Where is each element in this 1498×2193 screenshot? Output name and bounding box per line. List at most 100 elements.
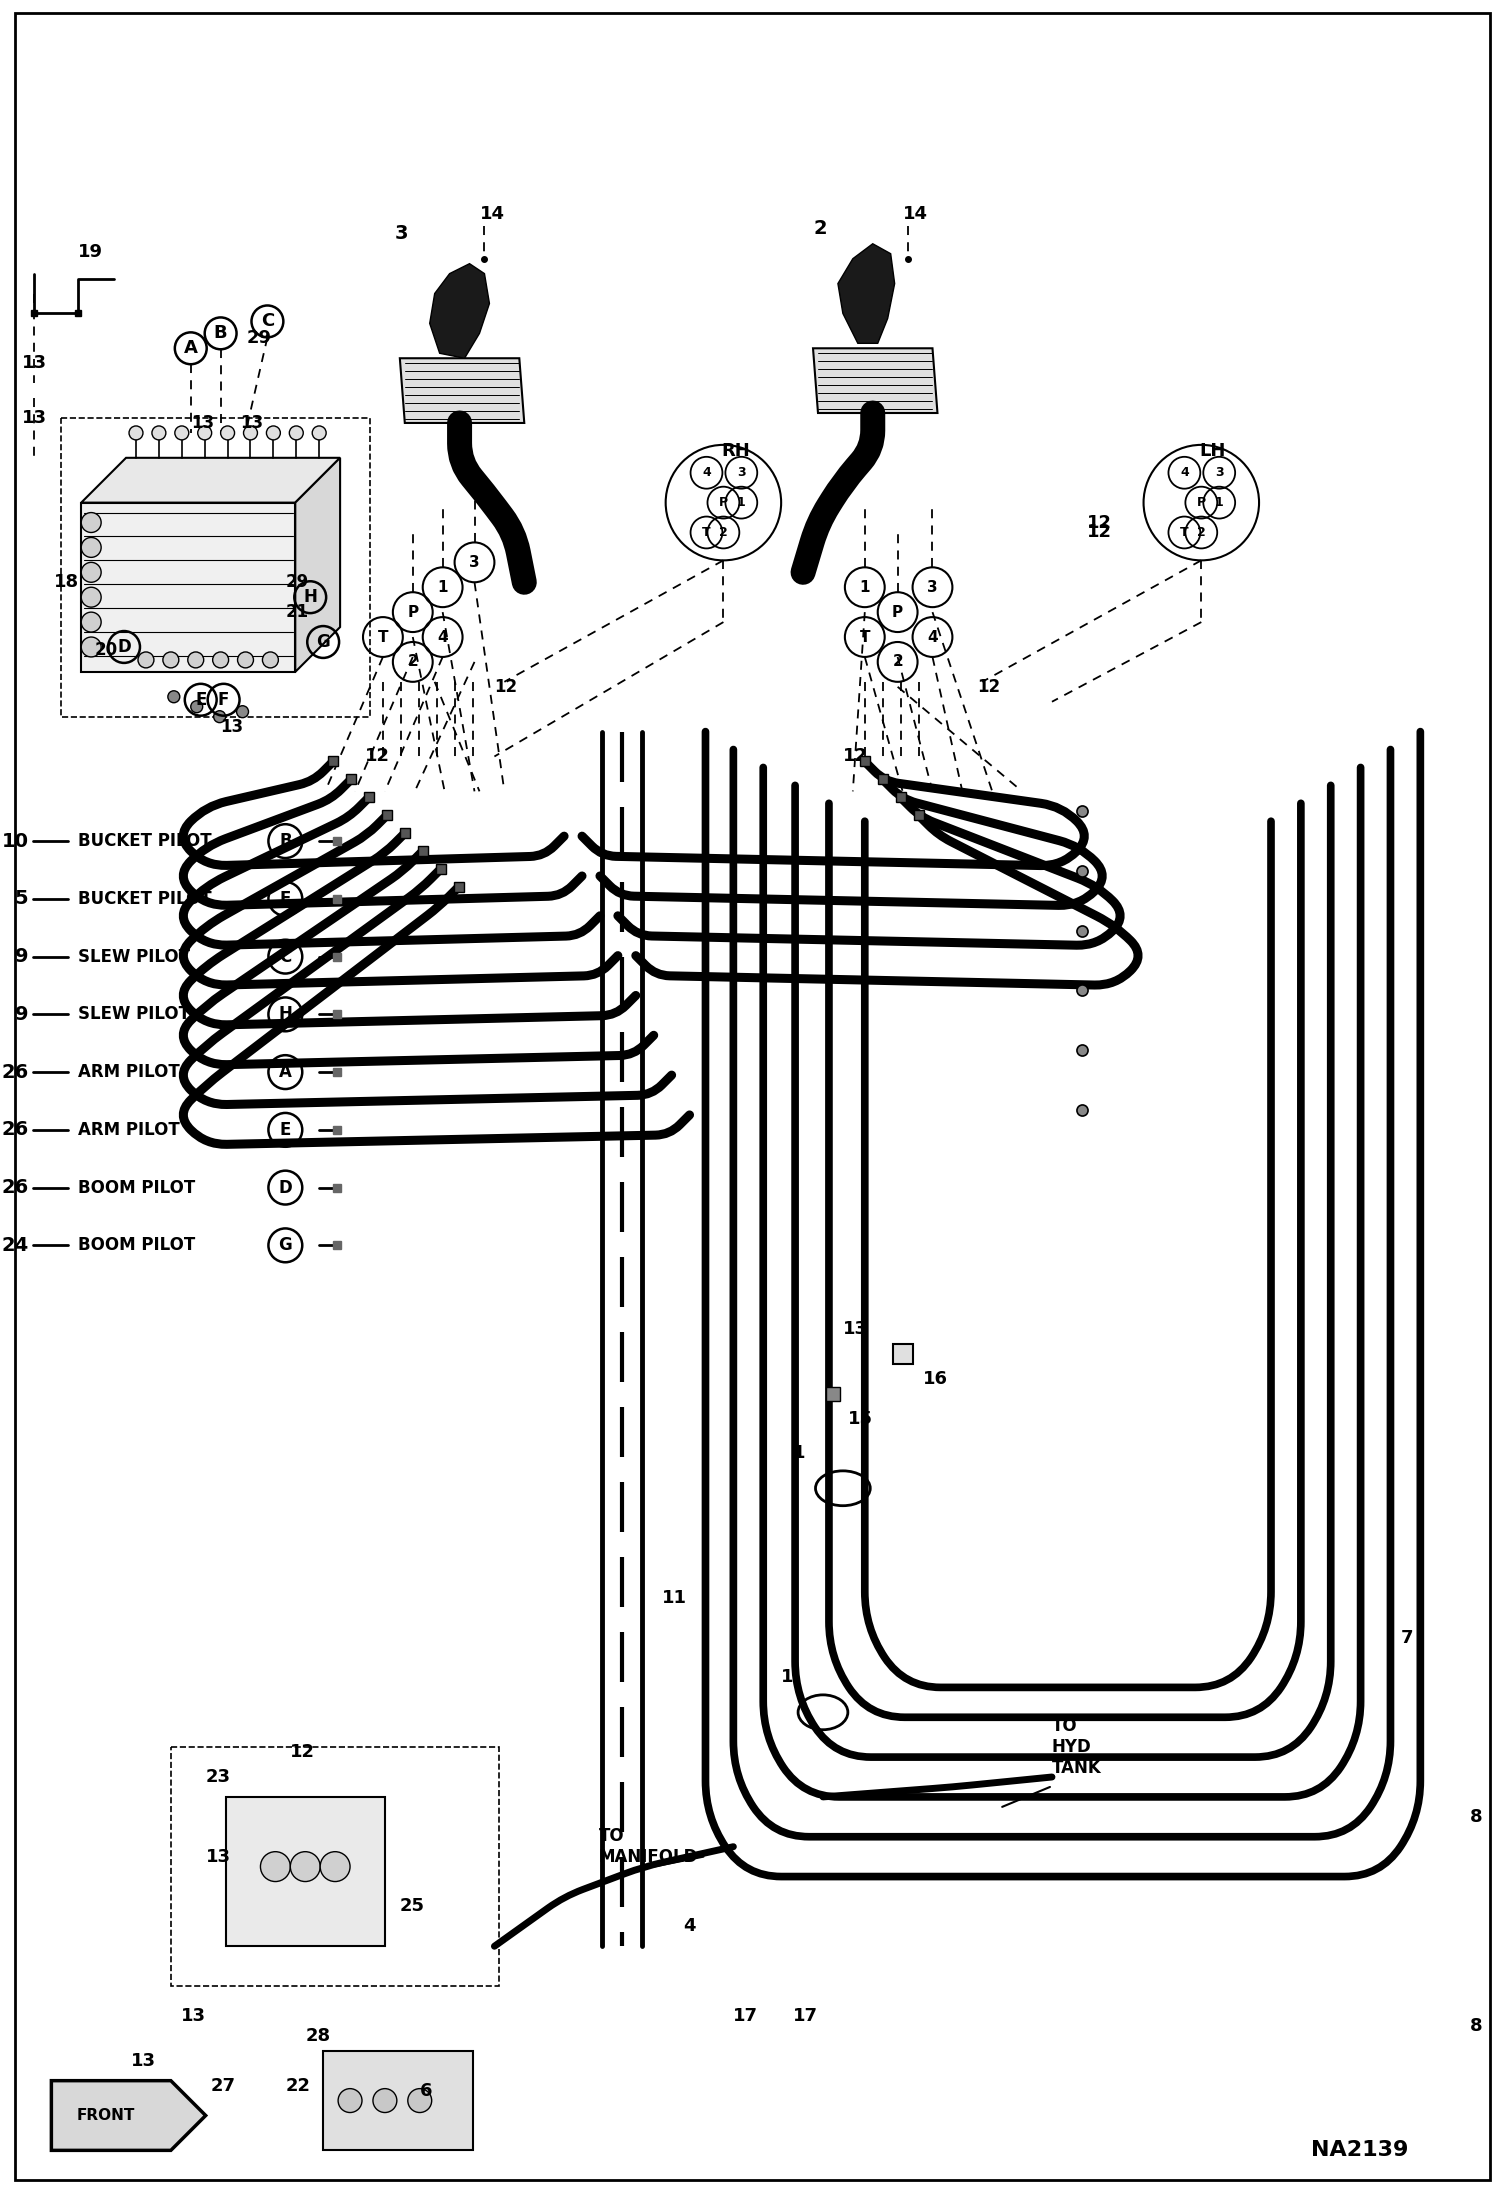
Text: G: G: [279, 1237, 292, 1254]
Text: 27: 27: [211, 2077, 235, 2094]
Text: 1: 1: [1215, 496, 1224, 509]
Text: 16: 16: [923, 1371, 948, 1388]
Text: 15: 15: [848, 1410, 873, 1428]
Bar: [324, 2050, 472, 2151]
Text: LH: LH: [1200, 441, 1225, 461]
Circle shape: [163, 651, 178, 669]
Text: B: B: [279, 831, 292, 851]
Circle shape: [190, 702, 202, 713]
Text: F: F: [280, 890, 291, 908]
Text: E: E: [195, 691, 207, 708]
Text: 1: 1: [860, 579, 870, 594]
Text: 20: 20: [94, 640, 117, 658]
Text: T: T: [860, 629, 870, 645]
Circle shape: [187, 651, 204, 669]
Text: T: T: [377, 629, 388, 645]
Circle shape: [220, 425, 235, 441]
Text: FRONT: FRONT: [76, 2107, 135, 2123]
Text: P: P: [407, 605, 418, 621]
Circle shape: [289, 425, 303, 441]
Text: 13: 13: [205, 1849, 231, 1866]
Circle shape: [261, 1851, 291, 1882]
Text: 28: 28: [306, 2026, 331, 2044]
Text: 21: 21: [285, 603, 309, 621]
Circle shape: [244, 425, 258, 441]
Text: 7: 7: [1401, 1629, 1413, 1647]
Text: 1: 1: [780, 1669, 794, 1686]
Text: 12: 12: [1088, 513, 1112, 531]
Circle shape: [321, 1851, 351, 1882]
Text: C: C: [279, 947, 292, 965]
Circle shape: [238, 651, 253, 669]
Text: 2: 2: [1197, 526, 1206, 539]
Text: SLEW PILOT: SLEW PILOT: [78, 947, 190, 965]
Polygon shape: [400, 357, 524, 423]
Text: ARM PILOT: ARM PILOT: [78, 1121, 180, 1138]
Circle shape: [81, 612, 102, 632]
Text: D: D: [117, 638, 130, 656]
Text: 1: 1: [437, 579, 448, 594]
Polygon shape: [837, 243, 894, 344]
Text: ARM PILOT: ARM PILOT: [78, 1064, 180, 1081]
Text: 4: 4: [1180, 467, 1189, 480]
Text: 12: 12: [843, 748, 867, 765]
Circle shape: [214, 711, 226, 724]
Text: 2: 2: [719, 526, 728, 539]
Circle shape: [291, 1851, 321, 1882]
Text: 4: 4: [703, 467, 712, 480]
Polygon shape: [813, 349, 938, 412]
Circle shape: [213, 651, 229, 669]
Text: P: P: [719, 496, 728, 509]
Text: 13: 13: [130, 2053, 156, 2070]
Text: P: P: [1197, 496, 1206, 509]
Text: 17: 17: [792, 2007, 818, 2024]
Text: 3: 3: [395, 224, 409, 243]
Text: 9: 9: [15, 1004, 28, 1024]
Text: 24: 24: [1, 1237, 28, 1254]
Text: 29: 29: [285, 572, 309, 592]
Circle shape: [168, 691, 180, 702]
Circle shape: [373, 2088, 397, 2112]
Text: 2: 2: [893, 654, 903, 669]
Polygon shape: [81, 502, 295, 671]
Text: B: B: [214, 325, 228, 342]
Circle shape: [138, 651, 154, 669]
Text: 23: 23: [205, 1768, 231, 1785]
Circle shape: [151, 425, 166, 441]
Bar: [61, 419, 370, 717]
Text: 13: 13: [220, 717, 244, 735]
Text: 25: 25: [400, 1897, 425, 1914]
Text: 1: 1: [792, 1445, 806, 1463]
Text: 3: 3: [737, 467, 746, 480]
Circle shape: [198, 425, 211, 441]
Circle shape: [175, 425, 189, 441]
Text: 26: 26: [1, 1178, 28, 1197]
Polygon shape: [430, 263, 490, 357]
Text: 12: 12: [977, 678, 1001, 695]
Text: H: H: [303, 588, 318, 605]
Text: 4: 4: [437, 629, 448, 645]
Text: 8: 8: [1470, 2018, 1483, 2035]
Polygon shape: [51, 2081, 205, 2151]
Text: G: G: [316, 634, 330, 651]
Text: A: A: [279, 1064, 292, 1081]
Circle shape: [339, 2088, 363, 2112]
Text: 12: 12: [1088, 524, 1112, 542]
Polygon shape: [226, 1796, 385, 1945]
Circle shape: [312, 425, 327, 441]
Text: D: D: [279, 1178, 292, 1197]
Text: RH: RH: [722, 441, 750, 461]
Polygon shape: [81, 458, 340, 502]
Text: 11: 11: [662, 1588, 686, 1607]
Text: 3: 3: [469, 555, 479, 570]
Text: H: H: [279, 1004, 292, 1024]
Text: 6: 6: [419, 2081, 433, 2099]
Text: 13: 13: [190, 414, 214, 432]
Text: 3: 3: [1215, 467, 1224, 480]
Text: 9: 9: [15, 947, 28, 967]
Text: 4: 4: [927, 629, 938, 645]
Polygon shape: [295, 458, 340, 671]
Text: 26: 26: [1, 1121, 28, 1140]
Text: 26: 26: [1, 1064, 28, 1081]
Text: A: A: [184, 340, 198, 357]
